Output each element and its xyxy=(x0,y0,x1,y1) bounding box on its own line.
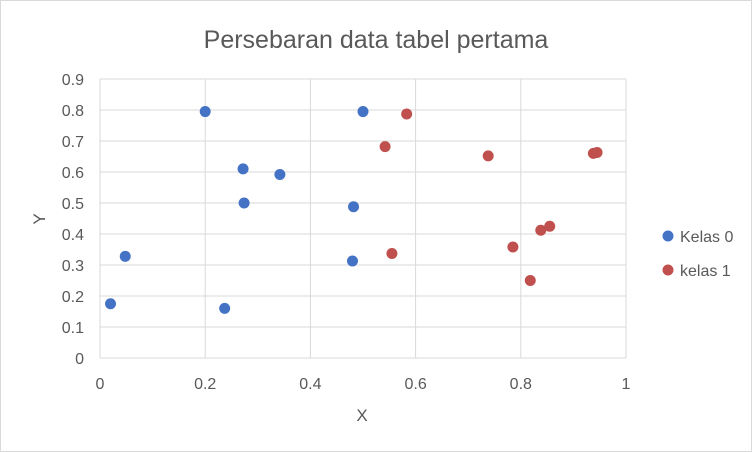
data-point-series-1 xyxy=(401,108,413,120)
legend-marker xyxy=(662,230,674,242)
x-axis-ticks: 0 0.2 0.4 0.6 0.8 1 xyxy=(96,376,631,393)
y-tick-label: 0.7 xyxy=(62,134,84,151)
data-point-series-0 xyxy=(105,298,117,310)
x-tick-label: 0.8 xyxy=(510,376,532,393)
data-point-series-0 xyxy=(357,106,369,118)
x-tick-label: 0.6 xyxy=(404,376,426,393)
gridlines xyxy=(99,78,627,359)
data-point-series-1 xyxy=(535,224,547,236)
data-point-series-0 xyxy=(348,201,360,213)
y-tick-label: 0.1 xyxy=(62,320,84,337)
data-point-series-1 xyxy=(379,141,391,153)
y-axis-label: Y xyxy=(30,213,49,224)
data-point-series-1 xyxy=(482,150,494,162)
data-point-series-0 xyxy=(219,302,231,314)
data-point-series-0 xyxy=(274,168,286,180)
legend-marker xyxy=(662,264,674,276)
data-point-series-1 xyxy=(544,220,556,232)
x-tick-label: 0.4 xyxy=(299,376,321,393)
data-point-series-0 xyxy=(199,106,211,118)
y-tick-label: 0.5 xyxy=(62,196,84,213)
y-tick-label: 0.9 xyxy=(62,72,84,89)
y-tick-label: 0 xyxy=(75,351,84,368)
x-axis-label: X xyxy=(356,406,367,425)
y-tick-label: 0.6 xyxy=(62,165,84,182)
data-point-series-0 xyxy=(346,255,358,267)
data-point-series-0 xyxy=(238,197,250,209)
data-point-series-0 xyxy=(237,163,249,175)
y-tick-label: 0.4 xyxy=(62,227,84,244)
y-tick-label: 0.2 xyxy=(62,289,84,306)
y-tick-label: 0.8 xyxy=(62,103,84,120)
data-point-series-1 xyxy=(386,248,398,260)
data-point-series-1 xyxy=(507,241,519,253)
legend-label: kelas 1 xyxy=(680,263,731,280)
chart-title: Persebaran data tabel pertama xyxy=(204,26,549,54)
legend-label: Kelas 0 xyxy=(680,229,733,246)
data-point-series-1 xyxy=(524,275,536,286)
data-point-series-0 xyxy=(119,250,131,262)
data-point-series-1 xyxy=(591,146,603,158)
y-axis-ticks: 0 0.1 0.2 0.3 0.4 0.5 0.6 0.7 0.8 0.9 xyxy=(62,72,84,368)
data-points xyxy=(105,106,603,314)
legend: Kelas 0 kelas 1 xyxy=(662,229,733,280)
y-tick-label: 0.3 xyxy=(62,258,84,275)
x-tick-label: 0.2 xyxy=(194,376,216,393)
x-tick-label: 0 xyxy=(96,376,105,393)
x-tick-label: 1 xyxy=(622,376,631,393)
